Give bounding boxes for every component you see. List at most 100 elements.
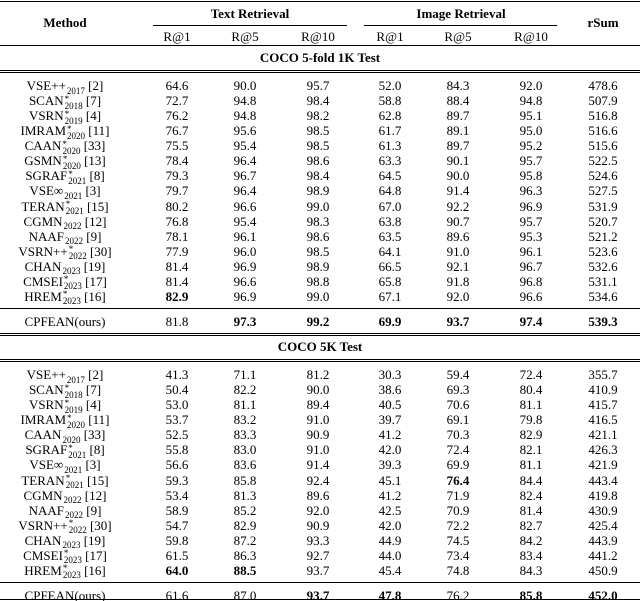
method-scripts: * 2020 [62,153,81,170]
value-cell: 92.2 [446,198,470,214]
method-scripts: * 2021 [66,474,84,490]
value-cell: 76.2 [165,108,189,124]
value-cell: 70.9 [446,502,470,518]
value-cell: 40.5 [378,397,402,413]
method-scripts: * 2020 [62,138,80,155]
method-scripts: * 2019 [65,398,83,414]
value-cell: 69.1 [446,412,470,428]
method-cell: VSRN * 2019 [4] [0,397,130,414]
method-ref: [33] [83,427,106,443]
method-year: 2017 [66,374,85,385]
value-cell: 96.7 [519,258,543,274]
value-cell: 84.3 [519,562,543,578]
value-cell: 90.1 [446,153,470,169]
value-cell: 95.6 [233,123,257,139]
method-ref: [4] [85,108,102,124]
value-cell: 443.9 [588,532,618,548]
value-cell: 81.3 [233,487,257,503]
method-star: * [65,199,71,210]
value-cell: 95.2 [519,138,543,154]
method-year: 2020 [67,419,86,430]
value-cell: 96.9 [233,288,257,304]
method-year: 2021 [64,464,83,475]
value-cell: 531.9 [588,198,618,214]
method-year: 2019 [64,115,83,126]
value-cell: 532.6 [588,258,618,274]
method-ref: [9] [86,502,102,518]
method-cell: CGMN 2022 [12] [0,214,130,231]
method-scripts: 2022 [63,489,82,506]
value-cell: 69.9 [446,457,470,473]
value-cell: 98.6 [306,228,330,244]
value-cell: 89.1 [446,123,470,139]
method-scripts: * 2018 [64,382,83,399]
method-year: 2022 [63,495,82,506]
metric-header: R@1 [376,29,404,44]
method-name: VSRN++ [18,517,68,533]
value-cell: 74.8 [446,562,470,578]
value-cell: 83.6 [233,457,257,473]
value-cell: 534.6 [588,288,618,304]
value-cell: 96.3 [519,183,543,199]
value-cell: 90.9 [306,517,330,533]
method-year: 2021 [65,206,84,217]
value-cell: 96.4 [233,153,257,169]
value-cell: 95.7 [306,78,330,93]
value-cell: 92.1 [446,258,470,274]
value-cell: 76.4 [446,472,470,488]
value-cell: 44.0 [378,547,402,563]
value-cell: 90.0 [446,168,470,184]
method-year: 2020 [62,434,81,445]
method-star: * [62,138,67,149]
method-name: HREM [24,562,62,578]
value-cell: 79.7 [165,183,189,199]
method-star: * [63,548,69,559]
method-scripts: 2023 [62,260,80,276]
method-name: VSE++ [26,367,66,383]
value-cell: 83.2 [233,412,257,428]
value-cell: 531.1 [588,273,618,289]
method-name: NAAF [28,502,64,518]
value-cell: 527.5 [588,183,618,199]
value-cell: 416.5 [588,412,618,428]
method-scripts: * 2022 [69,519,87,535]
value-cell: 63.5 [378,228,402,244]
value-cell: 84.2 [519,532,543,548]
method-star: * [62,153,68,164]
bottom-rule [0,599,640,600]
method-ref: [7] [85,93,102,109]
method-ref: [13] [84,153,106,169]
value-cell: 61.7 [378,123,402,139]
metric-header: R@5 [231,29,259,44]
value-cell: 78.4 [165,153,189,169]
value-cell: 71.1 [233,367,257,383]
method-year: 2023 [62,296,81,307]
rsum-header: rSum [587,15,619,30]
value-cell: 64.1 [378,243,402,259]
value-cell: 99.0 [306,288,330,304]
value-cell: 83.3 [233,427,257,443]
value-cell: 61.5 [165,547,189,563]
value-cell: 72.4 [446,442,470,458]
value-cell: 91.4 [446,183,470,199]
method-ref: [16] [84,562,106,578]
value-cell: 44.9 [378,532,402,548]
method-cell: HREM * 2023 [16] [0,562,130,580]
value-cell: 98.4 [306,93,330,109]
method-star: * [64,382,70,393]
section-rule [0,72,640,73]
value-cell: 64.5 [378,168,402,184]
method-ref: [3] [85,183,101,199]
method-cell: CHAN 2023 [19] [0,533,130,550]
metric-header: R@5 [444,29,472,44]
value-cell: 87.2 [233,532,257,548]
value-cell: 92.7 [306,547,330,563]
value-cell: 516.8 [588,108,618,124]
value-cell: 81.4 [165,273,189,289]
value-cell: 45.4 [378,562,402,578]
group-header: Text Retrieval [210,6,290,21]
value-cell: 98.9 [306,183,330,199]
value-cell: 524.6 [588,168,618,184]
group-header: Image Retrieval [416,6,506,21]
method-scripts: * 2019 [64,109,83,126]
